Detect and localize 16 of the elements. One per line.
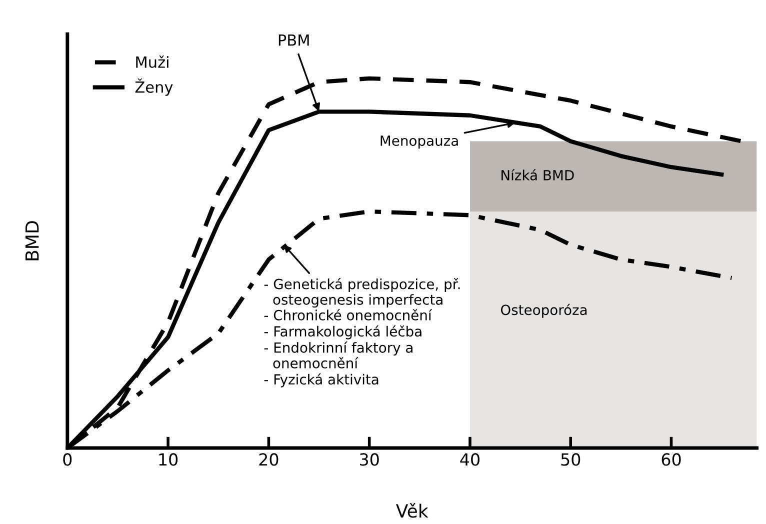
x-tick-label: 20 bbox=[259, 453, 278, 466]
x-tick-label: 60 bbox=[662, 453, 681, 466]
y-axis-title: BMD bbox=[25, 221, 39, 260]
x-tick-label: 40 bbox=[460, 453, 480, 466]
x-tick-label: 0 bbox=[63, 453, 72, 466]
annotation: - Genetická predispozice, př. osteogenesis imperfecta - Chronické onemocnění - Farmakologická léčba - Endokrinní faktory a onemocnění - Fyzická aktivita bbox=[264, 278, 460, 388]
x-tick-label: 30 bbox=[360, 453, 379, 466]
x-tick-label: 50 bbox=[561, 453, 580, 466]
band-label: Osteoporóza bbox=[500, 304, 587, 318]
legend-label: Ženy bbox=[135, 78, 173, 96]
x-tick-label: 10 bbox=[159, 453, 178, 466]
x-axis-title: Věk bbox=[396, 503, 428, 518]
band-label: Nízká BMD bbox=[502, 169, 574, 180]
annotation: PBM bbox=[278, 34, 309, 46]
annotation: Menopauza bbox=[380, 136, 458, 149]
legend-label: Muži bbox=[136, 55, 168, 68]
